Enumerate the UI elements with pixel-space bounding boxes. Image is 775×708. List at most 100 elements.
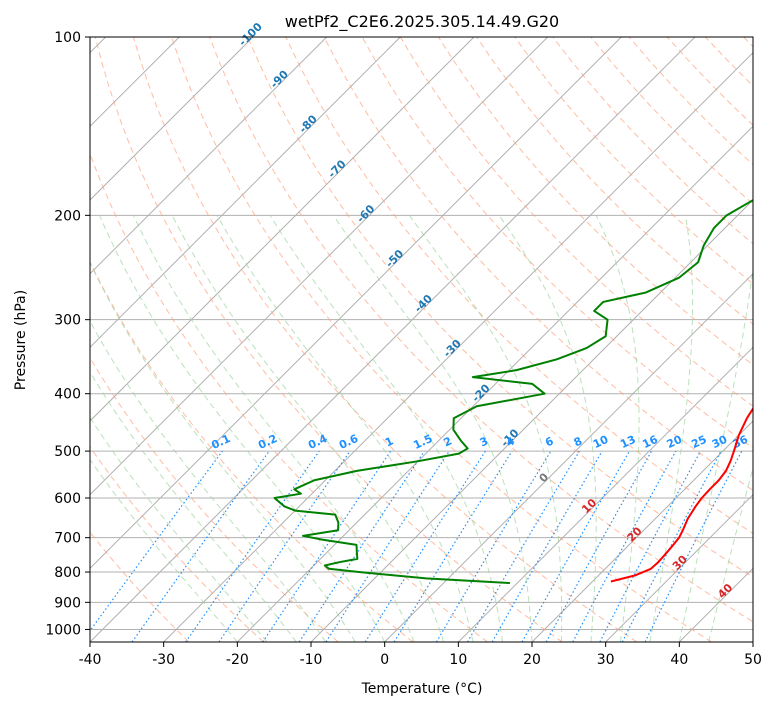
- y-tick-label: 600: [54, 491, 81, 507]
- moist-adiabat: [649, 215, 694, 642]
- y-axis: 100 200 300 400 500 600 700 800 900 1000: [45, 30, 90, 638]
- moist-adiabat: [90, 371, 297, 642]
- mixing-ratio-label: 16: [640, 433, 660, 451]
- isotherm-line: [90, 37, 328, 275]
- y-tick-label: 100: [54, 30, 81, 46]
- isotherm-label: -30: [441, 337, 464, 360]
- mixing-ratio-label: 8: [572, 434, 584, 449]
- moist-adiabat: [90, 320, 327, 642]
- dry-adiabat: [171, 37, 713, 642]
- mixing-ratio-label: 0.1: [209, 432, 232, 452]
- mixing-ratio-label: 30: [710, 433, 730, 451]
- mixing-ratio-labels: 0.1 0.2 0.4 0.6 1 1.5 2 3 4 6 8 10 13 16 20 25 30 36: [209, 432, 750, 452]
- x-axis-title: Temperature (°C): [361, 681, 483, 697]
- dry-adiabat: [666, 37, 753, 126]
- x-tick-label: -20: [226, 652, 249, 668]
- moist-adiabat: [90, 416, 268, 642]
- y-tick-label: 1000: [45, 622, 81, 638]
- plot-frame: [89, 36, 754, 643]
- mixing-ratio-line: [90, 450, 223, 632]
- dry-adiabat: [90, 152, 488, 642]
- isotherm-line: [457, 346, 753, 642]
- moist-adiabat: [90, 261, 356, 642]
- x-tick-label: 50: [744, 652, 762, 668]
- mixing-ratio-line: [466, 450, 580, 642]
- isotherm-label: 10: [579, 496, 599, 516]
- mixing-ratio-line: [298, 450, 425, 642]
- moist-adiabat: [90, 458, 238, 642]
- dry-adiabat: [743, 37, 753, 48]
- mixing-ratio-label: 20: [665, 433, 685, 451]
- mixing-ratio-line: [599, 450, 702, 642]
- moist-adiabat: [269, 215, 504, 642]
- dry-adiabat: [704, 37, 753, 87]
- mixing-ratio-label: 13: [618, 433, 637, 451]
- isotherm-line: [90, 37, 254, 201]
- x-tick-label: -40: [79, 652, 102, 668]
- dry-adiabat: [476, 37, 753, 325]
- isotherm-label: -100: [236, 20, 265, 49]
- mixing-ratio-label: 2: [442, 434, 454, 449]
- temperature-profile-line: [610, 406, 753, 583]
- isotherm-line: [90, 37, 401, 349]
- isotherm-label: -70: [325, 157, 348, 180]
- dry-adiabat: [209, 37, 753, 623]
- isotherm-line: [90, 37, 622, 570]
- isotherm-line: [678, 567, 753, 642]
- mixing-ratio-line: [545, 450, 653, 642]
- isotherm-label: 20: [625, 524, 645, 544]
- isotherm-label: -90: [268, 67, 291, 90]
- y-tick-label: 200: [54, 208, 81, 224]
- isotherm-line: [531, 420, 753, 642]
- x-tick-label: 20: [523, 652, 541, 668]
- x-tick-label: 0: [380, 652, 389, 668]
- dry-adiabat: [132, 37, 638, 642]
- isotherm-line: [163, 51, 753, 642]
- isotherm-line: [310, 199, 753, 642]
- y-tick-label: 900: [54, 595, 81, 611]
- mixing-ratio-line: [393, 450, 513, 642]
- isotherm-line: [90, 37, 475, 422]
- isotherm-label: -50: [383, 247, 406, 270]
- mixing-ratio-label: 25: [689, 433, 708, 451]
- moist-adiabat: [133, 215, 415, 642]
- y-axis-title: Pressure (hPa): [13, 290, 29, 390]
- y-tick-label: 500: [54, 444, 81, 460]
- isotherm-line: [236, 125, 753, 642]
- y-tick-label: 700: [54, 531, 81, 547]
- x-tick-label: 30: [597, 652, 615, 668]
- dry-adiabat: [90, 356, 339, 642]
- mixing-ratio-line: [131, 450, 270, 642]
- isotherm-line: [605, 493, 753, 642]
- mixing-ratio-line: [218, 450, 351, 642]
- mixing-ratio-line: [572, 450, 677, 642]
- dry-adiabat: [552, 37, 753, 245]
- chart-title: wetPf2_C2E6.2025.305.14.49.G20: [285, 12, 559, 32]
- dry-adiabat: [514, 37, 753, 285]
- isotherm-line: [90, 37, 696, 642]
- mixing-ratio-label: 10: [591, 433, 611, 451]
- x-tick-label: 40: [670, 652, 688, 668]
- dry-adiabat: [285, 37, 753, 535]
- mixing-ratio-line: [364, 450, 486, 642]
- x-tick-label: 10: [449, 652, 467, 668]
- isotherm-label: 40: [715, 581, 735, 601]
- y-tick-label: 400: [54, 387, 81, 403]
- moist-adiabat: [216, 215, 474, 642]
- mixing-ratio-label: 36: [731, 433, 751, 451]
- isotherm-line: [752, 641, 753, 642]
- x-tick-label: -10: [300, 652, 323, 668]
- mixing-ratio-label: 1: [383, 434, 395, 449]
- dry-adiabat: [90, 260, 414, 642]
- moist-adiabat: [99, 215, 386, 642]
- x-axis: -40 -30 -20 -10 0 10 20 30 40 50: [79, 642, 762, 668]
- mixing-ratio-line: [644, 450, 743, 642]
- x-tick-label: -30: [152, 652, 175, 668]
- moist-adiabat: [409, 215, 563, 642]
- mixing-ratio-label: 6: [543, 434, 556, 449]
- sounding-profiles: [273, 198, 753, 585]
- moist-adiabat: [595, 215, 640, 642]
- mixing-ratio-label: 0.4: [306, 432, 329, 452]
- isotherm-label: -20: [469, 381, 492, 404]
